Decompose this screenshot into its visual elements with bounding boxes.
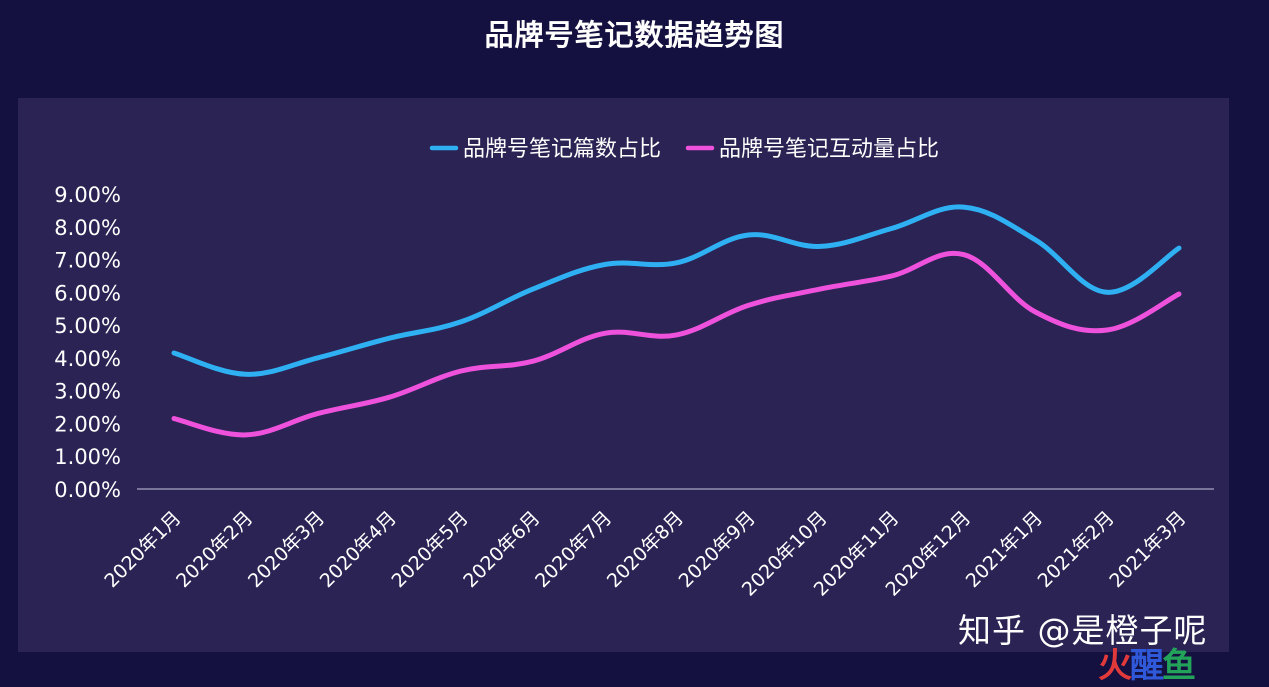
y-tick-label: 2.00% xyxy=(54,412,121,436)
y-tick-label: 3.00% xyxy=(54,380,121,404)
y-tick-label: 8.00% xyxy=(54,216,121,240)
y-tick-label: 0.00% xyxy=(54,478,121,502)
legend-label-2: 品牌号笔记互动量占比 xyxy=(719,137,939,162)
series-line-1 xyxy=(174,207,1179,374)
y-tick-label: 7.00% xyxy=(54,249,121,273)
x-tick-label: 2020年8月 xyxy=(603,507,688,592)
x-tick-label: 2020年6月 xyxy=(459,507,544,592)
brand-watermark-char: 鱼 xyxy=(1162,646,1194,686)
y-tick-label: 6.00% xyxy=(54,281,121,305)
x-tick-label: 2020年4月 xyxy=(316,507,401,592)
x-tick-label: 2021年1月 xyxy=(962,507,1047,592)
x-tick-label: 2020年3月 xyxy=(244,507,329,592)
x-tick-label: 2020年2月 xyxy=(172,507,257,592)
y-tick-label: 4.00% xyxy=(54,347,121,371)
x-tick-label: 2021年2月 xyxy=(1034,507,1119,592)
y-tick-label: 5.00% xyxy=(54,314,121,338)
x-tick-label: 2020年1月 xyxy=(100,507,185,592)
y-tick-label: 9.00% xyxy=(54,183,121,207)
legend-label-1: 品牌号笔记篇数占比 xyxy=(463,137,661,162)
brand-watermark-char: 火 xyxy=(1098,646,1130,686)
x-tick-label: 2020年7月 xyxy=(531,507,616,592)
brand-watermark-char: 醒 xyxy=(1130,646,1162,686)
series-line-2 xyxy=(174,253,1179,435)
y-tick-label: 1.00% xyxy=(54,445,121,469)
x-tick-label: 2020年5月 xyxy=(388,507,473,592)
x-tick-label: 2021年3月 xyxy=(1105,507,1190,592)
